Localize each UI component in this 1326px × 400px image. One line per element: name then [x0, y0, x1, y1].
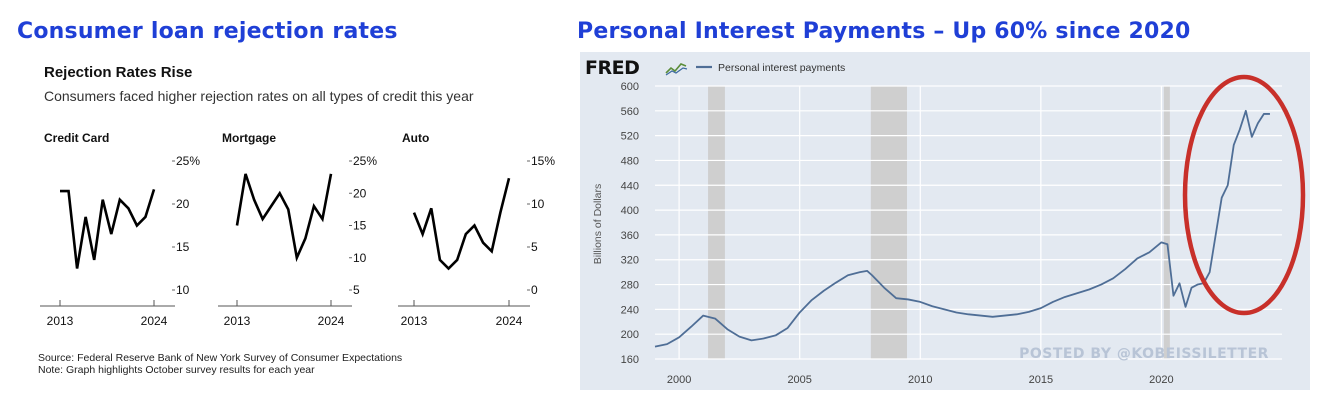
fred-logo: FRED: [585, 57, 639, 79]
mortgage-xtick-label: 2024: [318, 314, 345, 328]
mortgage-xtick-label: 2013: [224, 314, 251, 328]
auto-ytick-label: 5: [531, 240, 538, 254]
fred-ytick-label: 520: [621, 131, 639, 143]
watermark: POSTED BY @KOBEISSILETTER: [1019, 346, 1269, 362]
personal-interest-payments-line: [654, 109, 1270, 348]
fred-xtick-label: 2010: [908, 374, 932, 386]
fred-ytick-label: 160: [621, 354, 639, 366]
mortgage-ytick-label: 20: [353, 186, 367, 200]
credit-card-chart-title: Credit Card: [44, 131, 109, 145]
fred-ytick-label: 280: [621, 280, 639, 292]
right-header: Personal Interest Payments – Up 60% sinc…: [577, 19, 1191, 44]
credit-card-xtick-label: 2024: [141, 314, 168, 328]
mortgage-ytick-label: 5: [353, 283, 360, 297]
fred-ytick-label: 560: [621, 106, 639, 118]
fred-ytick-label: 600: [621, 81, 639, 93]
fred-xtick-label: 2000: [667, 374, 691, 386]
footnote: Note: Graph highlights October survey re…: [38, 364, 315, 376]
auto-xtick-label: 2013: [401, 314, 428, 328]
highlight-circle: [1182, 74, 1306, 316]
recession-band: [708, 86, 725, 359]
auto-series-line: [412, 177, 511, 271]
recession-band: [1163, 86, 1170, 359]
rejection-panel-subtitle: Consumers faced higher rejection rates o…: [44, 88, 474, 104]
mortgage-ytick-label: 25%: [353, 154, 377, 168]
fred-logo-icon: [665, 61, 688, 76]
fred-logo-icon-line: [665, 63, 687, 74]
rejection-panel-title: Rejection Rates Rise: [44, 64, 193, 81]
mortgage-ytick-label: 10: [353, 251, 367, 265]
fred-ytick-label: 200: [621, 329, 639, 341]
fred-xtick-label: 2005: [787, 374, 811, 386]
auto-xtick-label: 2024: [496, 314, 523, 328]
fred-ytick-label: 400: [621, 205, 639, 217]
credit-card-series-line: [60, 188, 156, 269]
credit-card-ytick-label: 25%: [176, 154, 200, 168]
credit-card-xtick-label: 2013: [47, 314, 74, 328]
mortgage-ytick-label: 15: [353, 219, 367, 233]
credit-card-ytick-label: 20: [176, 197, 190, 211]
auto-chart-title: Auto: [402, 131, 429, 145]
mortgage-series-line: [235, 173, 333, 263]
source-note: Source: Federal Reserve Bank of New York…: [38, 352, 403, 364]
credit-card-ytick-label: 15: [176, 240, 190, 254]
legend-label: Personal interest payments: [718, 62, 845, 74]
fred-logo-icon-line2: [665, 67, 688, 76]
auto-ytick-label: 10: [531, 197, 545, 211]
recession-band: [870, 86, 908, 359]
fred-xtick-label: 2015: [1029, 374, 1053, 386]
fred-ytick-label: 240: [621, 304, 639, 316]
auto-ytick-label: 15%: [531, 154, 555, 168]
fred-ytick-label: 480: [621, 155, 639, 167]
fred-ytick-label: 360: [621, 230, 639, 242]
fred-ytick-label: 320: [621, 255, 639, 267]
fred-y-axis-label: Billions of Dollars: [592, 184, 604, 265]
credit-card-ytick-label: 10: [176, 283, 190, 297]
left-header: Consumer loan rejection rates: [17, 19, 398, 44]
auto-ytick-label: 0: [531, 283, 538, 297]
fred-ytick-label: 440: [621, 180, 639, 192]
fred-xtick-label: 2020: [1149, 374, 1173, 386]
mortgage-chart-title: Mortgage: [222, 131, 276, 145]
